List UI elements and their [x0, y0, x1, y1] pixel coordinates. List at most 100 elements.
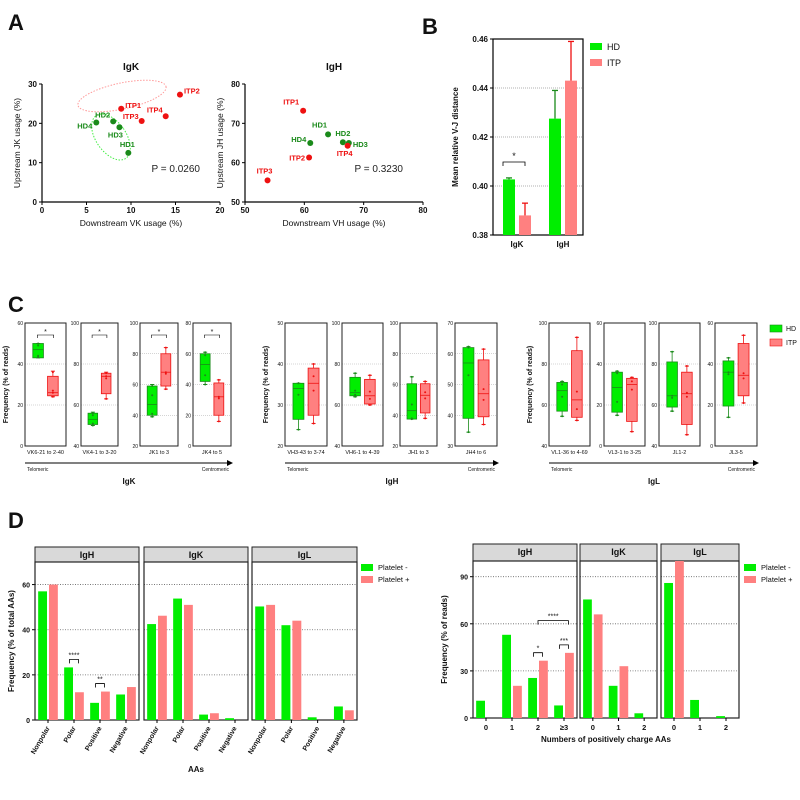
y-axis-label: Frequency (% of reads): [440, 595, 449, 684]
y-tick-label: 80: [334, 362, 340, 368]
significance-bracket: [502, 161, 526, 166]
bar: [528, 677, 537, 718]
y-tick-label: 60: [651, 403, 657, 409]
data-point: [685, 433, 688, 436]
box: [681, 371, 693, 425]
y-tick-label: 40: [447, 413, 453, 419]
y-axis-label: Frequency (% of total AAs): [7, 590, 16, 692]
bar: [675, 561, 684, 718]
x-axis-label: Downstream VH usage (%): [283, 218, 386, 228]
data-point: [424, 397, 427, 400]
bar: [583, 599, 592, 718]
x-tick-label: JH1 to 3: [408, 450, 428, 456]
data-point: [162, 113, 169, 120]
y-tick-label: 0.44: [472, 84, 488, 93]
facet-frame: [143, 561, 249, 721]
y-tick-label: 70: [231, 119, 240, 128]
data-point: [467, 345, 470, 348]
x-tick-label: Positive: [84, 725, 104, 752]
y-tick-label: 40: [707, 362, 713, 368]
y-tick-label: 60: [707, 321, 713, 327]
y-tick-label: 90: [460, 575, 468, 582]
data-point: [105, 397, 108, 400]
bar: [502, 634, 511, 718]
data-point: [118, 105, 125, 112]
box: [626, 377, 638, 422]
data-point: [151, 412, 154, 415]
y-tick-label: 40: [596, 362, 602, 368]
data-point: [742, 377, 745, 380]
legend-label: Platelet -: [761, 563, 791, 572]
y-tick-label: 60: [334, 403, 340, 409]
y-tick-label: 20: [22, 673, 30, 680]
bar: [225, 718, 234, 720]
significance-bracket: [559, 644, 569, 649]
x-tick-label: 15: [171, 206, 180, 215]
x-tick-label: 5: [84, 206, 89, 215]
data-point: [727, 416, 730, 419]
y-tick-label: 30: [447, 444, 453, 450]
y-tick-label: 20: [28, 119, 37, 128]
data-point: [297, 382, 300, 385]
data-point: [410, 375, 413, 378]
box: [722, 360, 735, 407]
bar: [292, 620, 302, 720]
x-tick-label: 0: [40, 206, 45, 215]
data-point: [561, 383, 564, 386]
significance-bracket: [533, 652, 543, 657]
data-point: [116, 124, 123, 131]
point-label: HD3: [353, 140, 368, 149]
x-tick-label: 1: [510, 723, 514, 732]
y-tick-label: 40: [73, 444, 79, 450]
plot-frame: [24, 322, 67, 447]
x-tick-label: 0: [672, 723, 676, 732]
data-point: [354, 389, 357, 392]
plot-frame: [548, 322, 591, 447]
y-tick-label: 0: [710, 444, 713, 450]
y-tick-label: 20: [707, 403, 713, 409]
bar: [565, 80, 577, 236]
data-point: [138, 117, 145, 124]
y-tick-label: 60: [17, 321, 23, 327]
bar: [147, 624, 156, 720]
x-tick-label: IgK: [511, 240, 524, 249]
plot-frame: [341, 322, 384, 447]
y-tick-label: 20: [17, 403, 23, 409]
arrow-label-telomeric: Telomeric: [551, 467, 573, 473]
y-tick-label: 60: [392, 383, 398, 389]
box: [571, 350, 583, 418]
data-point: [354, 393, 357, 396]
x-tick-label: Positive: [302, 725, 322, 752]
data-point: [368, 397, 371, 400]
box: [160, 353, 172, 387]
data-point: [561, 415, 564, 418]
data-point: [297, 428, 300, 431]
data-point: [727, 356, 730, 359]
y-tick-label: 60: [73, 403, 79, 409]
box: [349, 376, 361, 397]
legend-swatch: [361, 564, 373, 571]
box: [611, 371, 623, 413]
y-tick-label: 80: [73, 362, 79, 368]
data-point: [354, 395, 357, 398]
data-point: [217, 395, 220, 398]
bar: [210, 713, 219, 720]
plot-frame: [658, 322, 701, 447]
plot-frame: [492, 38, 584, 236]
data-point: [312, 375, 315, 378]
x-tick-label: Polar: [280, 725, 295, 744]
bar: [716, 716, 725, 718]
bar: [554, 705, 563, 718]
data-point: [671, 410, 674, 413]
x-tick-label: JL1-2: [673, 450, 687, 456]
x-tick-label: Polar: [63, 725, 78, 744]
box: [307, 367, 320, 416]
x-axis-label: Downstream VK usage (%): [80, 218, 183, 228]
bar: [608, 685, 618, 718]
y-axis-label: Frequency (% of reads): [527, 346, 534, 423]
y-tick-label: 80: [392, 352, 398, 358]
y-tick-label: 60: [185, 352, 191, 358]
y-tick-label: 80: [231, 80, 240, 89]
x-tick-label: 2: [724, 723, 728, 732]
group-label: IgH: [386, 477, 399, 486]
